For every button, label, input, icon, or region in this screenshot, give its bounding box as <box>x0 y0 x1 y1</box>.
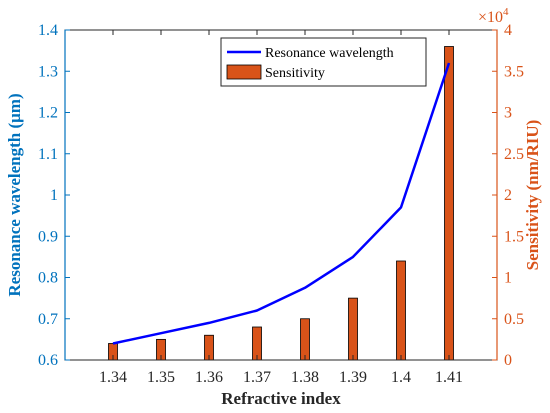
series-line-wavelength <box>112 62 451 345</box>
y-left-tick-label: 0.7 <box>38 311 58 328</box>
x-tick-label: 1.35 <box>147 369 175 386</box>
exponent-base: ×10 <box>478 9 503 26</box>
legend-label-wavelength: Resonance wavelength <box>265 46 394 61</box>
y-left-tick-label: 1.4 <box>38 22 58 39</box>
y-left-tick-label: 1.3 <box>38 63 58 80</box>
x-tick-label: 1.36 <box>195 369 223 386</box>
x-tick-label: 1.37 <box>243 369 271 386</box>
axes-layer: 1.34 1.35 1.36 1.37 1.38 1.39 1.4 1.410.60.70.8… <box>38 22 524 386</box>
y-left-tick-label: 1.1 <box>38 146 58 163</box>
y-left-tick-label: 0.8 <box>38 270 58 287</box>
bar <box>396 260 406 361</box>
x-axis-title: Refractive index <box>221 389 341 408</box>
line-layer <box>112 62 451 345</box>
y-left-tick-label: 0.9 <box>38 228 58 245</box>
y-left-axis-title: Resonance wavelength (μm) <box>5 93 24 296</box>
bar <box>444 46 454 361</box>
bar <box>348 297 358 361</box>
x-tick-label: 1.39 <box>339 369 367 386</box>
x-tick-label: 1.41 <box>435 369 463 386</box>
y-left-tick-label: 0.6 <box>38 352 58 369</box>
legend: Resonance wavelength Sensitivity <box>220 37 427 87</box>
x-tick-label: 1.4 <box>391 369 411 386</box>
x-tick-label: 1.34 <box>99 369 127 386</box>
y-left-tick-label: 1.2 <box>38 105 58 122</box>
legend-bar-swatch <box>226 64 262 80</box>
y-right-tick-label: 3 <box>504 105 512 122</box>
x-tick-label: 1.38 <box>291 369 319 386</box>
y-right-tick-label: 0.5 <box>504 311 524 328</box>
y-right-tick-label: 2 <box>504 187 512 204</box>
right-axis-exponent: ×104 <box>478 6 509 26</box>
y-right-axis-title: Sensitivity (nm/RIU) <box>523 120 542 271</box>
exponent-power: 4 <box>503 6 509 18</box>
y-right-tick-label: 4 <box>504 22 512 39</box>
legend-label-sensitivity: Sensitivity <box>265 66 325 81</box>
y-right-tick-label: 1 <box>504 270 512 287</box>
y-right-tick-label: 1.5 <box>504 228 524 245</box>
y-right-tick-label: 2.5 <box>504 146 524 163</box>
y-right-tick-label: 3.5 <box>504 63 524 80</box>
bar <box>300 318 310 361</box>
y-left-tick-label: 1 <box>50 187 58 204</box>
y-right-tick-label: 0 <box>504 352 512 369</box>
